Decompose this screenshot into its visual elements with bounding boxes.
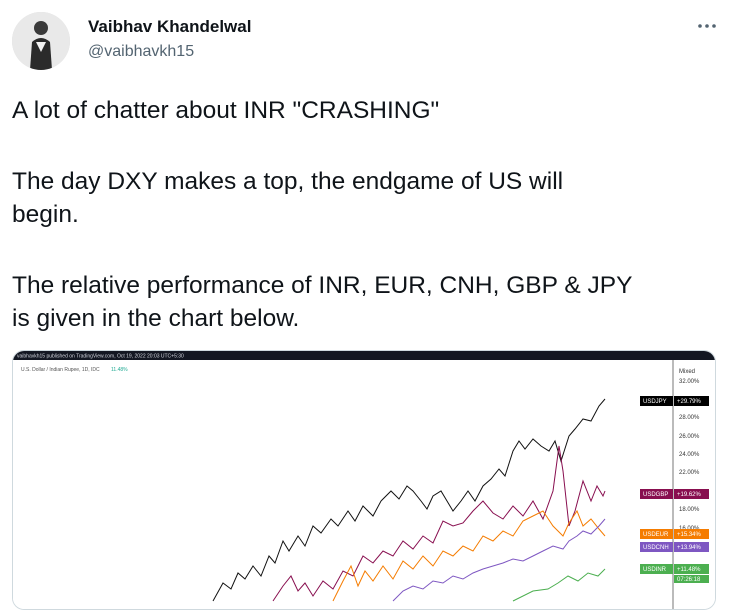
text-line: A lot of chatter about INR "CRASHING" [12, 97, 440, 124]
tag-change-bg [674, 564, 709, 574]
tag-symbol-bg [640, 529, 673, 539]
tag-change: +11.48% [677, 567, 701, 573]
display-name[interactable]: Vaibhav Khandelwal [88, 17, 252, 36]
axis-label: 22.00% [679, 470, 700, 476]
paragraph: The day DXY makes a top, the endgame of … [12, 165, 727, 231]
axis-label: 26.00% [679, 434, 700, 440]
symbol-info: U.S. Dollar / Indian Rupee, 1D, IDC [21, 367, 100, 373]
paragraph: The relative performance of INR, EUR, CN… [12, 269, 727, 335]
tag-change: +29.79% [677, 399, 702, 405]
tag-symbol-bg [640, 564, 673, 574]
tag-symbol: USDGBP [643, 492, 668, 498]
countdown: 07:26:18 [677, 577, 701, 583]
scale-mode: Mixed [679, 369, 695, 375]
tag-symbol: USDJPY [643, 399, 667, 405]
tag-symbol: USDINR [643, 567, 667, 573]
axis-label: 28.00% [679, 415, 700, 421]
tag-change-bg [674, 396, 709, 406]
symbol-change: 11.48% [111, 367, 128, 373]
publish-header: vaibhavkh15 published on TradingView.com… [17, 354, 184, 360]
countdown-bg [674, 575, 709, 583]
user-handle[interactable]: @vaibhavkh15 [88, 43, 195, 60]
axis-label: 24.00% [679, 452, 700, 458]
text-line: is given in the chart below. [12, 305, 300, 332]
more-button[interactable] [695, 14, 719, 38]
tag-change: +19.62% [677, 492, 702, 498]
tag-symbol-bg [640, 396, 673, 406]
text-line: The relative performance of INR, EUR, CN… [12, 272, 633, 299]
tag-symbol-bg [640, 542, 673, 552]
text-line: begin. [12, 201, 79, 228]
paragraph: A lot of chatter about INR "CRASHING" [12, 94, 727, 127]
axis-label: 32.00% [679, 379, 700, 385]
tag-change: +15.34% [677, 532, 702, 538]
tag-change: +13.94% [677, 545, 702, 551]
chart-render: vaibhavkh15 published on TradingView.com… [13, 351, 715, 609]
avatar[interactable] [12, 12, 70, 70]
tag-change-bg [674, 489, 709, 499]
tag-change-bg [674, 529, 709, 539]
tag-symbol-bg [640, 489, 673, 499]
chart-image[interactable]: vaibhavkh15 published on TradingView.com… [12, 350, 716, 610]
tag-symbol: USDCNH [643, 545, 669, 551]
tag-symbol: USDEUR [643, 532, 669, 538]
axis-label: 18.00% [679, 507, 700, 513]
tweet-text: A lot of chatter about INR "CRASHING" Th… [12, 94, 727, 373]
text-line: The day DXY makes a top, the endgame of … [12, 168, 564, 195]
tag-change-bg [674, 542, 709, 552]
